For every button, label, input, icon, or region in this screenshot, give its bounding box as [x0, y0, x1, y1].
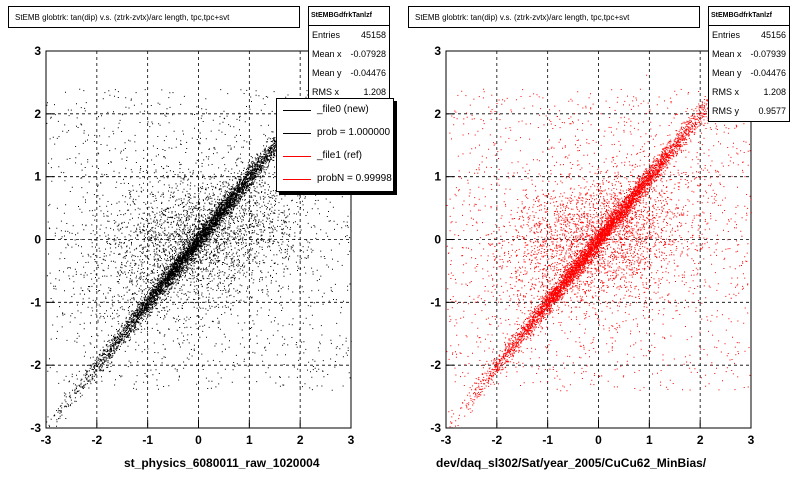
- left-stats-box: StEMBGdfrkTanlzf Entries 45158 Mean x -0.0…: [308, 6, 390, 103]
- x-tick-label: -1: [142, 433, 153, 447]
- y-tick-label: -1: [430, 295, 441, 309]
- legend-entry: _file1 (ref): [277, 145, 393, 168]
- x-tick-label: 3: [748, 433, 755, 447]
- left-stats-row: Mean x -0.07928: [312, 49, 386, 59]
- left-histogram-panel: -3 -2 -1 0 1 2 3 -3 -2 -1 0 1 2 3 StEMB globtrk: tan(…: [8, 6, 394, 470]
- legend-line-red: [283, 156, 311, 157]
- y-tick-label: -3: [430, 421, 441, 435]
- x-tick-label: -1: [542, 433, 553, 447]
- right-scatter-plot: -3 -2 -1 0 1 2 3 -3 -2 -1 0 1 2 3: [430, 44, 755, 447]
- x-tick-label: 0: [195, 433, 202, 447]
- y-tick-label: -2: [30, 358, 41, 372]
- left-stats-row: Mean y -0.04476: [312, 68, 386, 78]
- right-stats-box: StEMBGdfrkTanlzf Entries 45156 Mean x -0.0…: [708, 6, 790, 122]
- legend-line-red: [283, 179, 311, 180]
- y-tick-label: -2: [430, 358, 441, 372]
- left-stats-row: RMS x 1.208: [312, 87, 386, 97]
- legend-entry: probN = 0.99998: [277, 168, 393, 191]
- right-stats-name: StEMBGdfrkTanlzf: [709, 7, 789, 26]
- scatter-point-cloud: [46, 52, 352, 428]
- scatter-points: [446, 51, 752, 429]
- legend-line-black: [283, 110, 311, 111]
- x-tick-label: 2: [697, 433, 704, 447]
- y-tick-label: 3: [34, 44, 41, 58]
- right-histogram-panel: -3 -2 -1 0 1 2 3 -3 -2 -1 0 1 2 3 StEMB globtrk: tan(…: [400, 0, 800, 480]
- y-tick-label: 2: [434, 107, 441, 121]
- x-tick-label: 3: [348, 433, 355, 447]
- x-tick-label: -2: [491, 433, 502, 447]
- y-tick-label: -1: [30, 295, 41, 309]
- right-stats-row: Entries 45156: [712, 30, 786, 40]
- y-tick-label: 0: [434, 233, 441, 247]
- legend-box: _file0 (new) prob = 1.000000 _file1 (ref…: [276, 98, 394, 192]
- legend-entry: _file0 (new): [277, 99, 393, 122]
- left-stats-row: Entries 45158: [312, 30, 386, 40]
- scatter-points: [46, 52, 352, 428]
- x-tick-label: -3: [441, 433, 452, 447]
- x-tick-label: 1: [646, 433, 653, 447]
- x-tick-label: -3: [41, 433, 52, 447]
- right-stats-row: Mean y -0.04476: [712, 68, 786, 78]
- y-tick-label: -3: [30, 421, 41, 435]
- y-tick-label: 3: [434, 44, 441, 58]
- x-tick-label: 1: [246, 433, 253, 447]
- right-plot-title: StEMB globtrk: tan(dip) v.s. (ztrk-zvtx)…: [408, 6, 700, 28]
- right-stats-row: RMS x 1.208: [712, 87, 786, 97]
- left-plot-title: StEMB globtrk: tan(dip) v.s. (ztrk-zvtx)…: [8, 6, 300, 28]
- right-stats-row: RMS y 0.9577: [712, 106, 786, 116]
- right-x-axis-label: dev/daq_sl302/Sat/year_2005/CuCu62_MinBi…: [436, 456, 707, 470]
- y-tick-label: 2: [34, 107, 41, 121]
- y-tick-label: 0: [34, 233, 41, 247]
- legend-entry: prob = 1.000000: [277, 122, 393, 145]
- left-x-axis-label: st_physics_6080011_raw_1020004: [124, 456, 320, 470]
- x-tick-label: 0: [595, 433, 602, 447]
- x-tick-label: -2: [91, 433, 102, 447]
- x-tick-label: 2: [297, 433, 304, 447]
- y-tick-label: 1: [34, 170, 41, 184]
- legend-line-black: [283, 133, 311, 134]
- scatter-point-cloud: [446, 51, 752, 429]
- y-tick-label: 1: [434, 170, 441, 184]
- right-stats-row: Mean x -0.07939: [712, 49, 786, 59]
- left-stats-name: StEMBGdfrkTanlzf: [309, 7, 389, 26]
